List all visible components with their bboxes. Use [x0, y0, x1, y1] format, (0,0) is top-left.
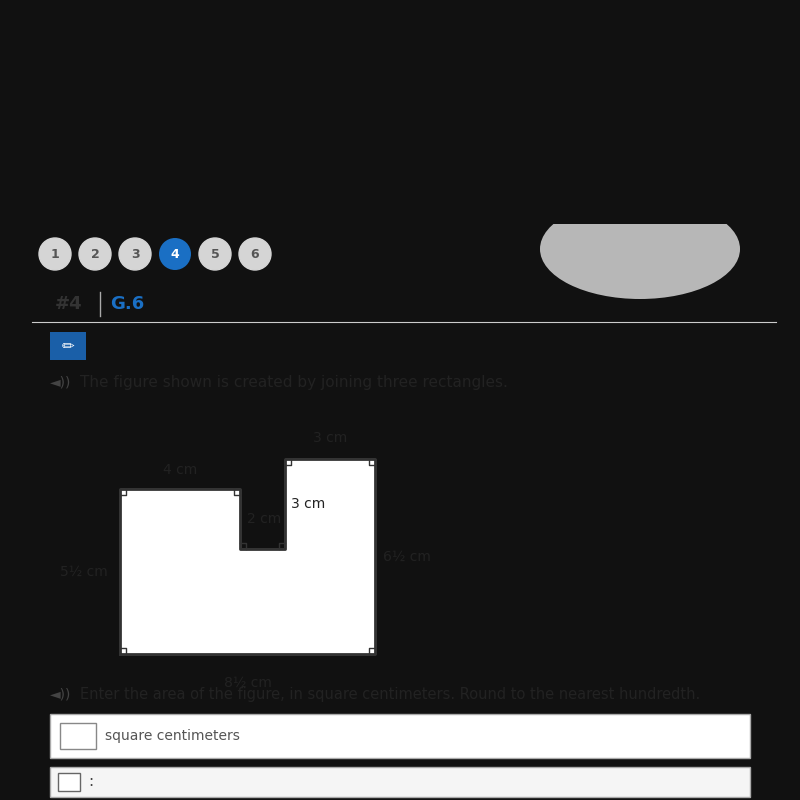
Text: 1: 1 — [50, 247, 59, 261]
Text: 2: 2 — [90, 247, 99, 261]
FancyBboxPatch shape — [50, 767, 750, 797]
FancyBboxPatch shape — [60, 723, 96, 749]
Text: The figure shown is created by joining three rectangles.: The figure shown is created by joining t… — [80, 374, 508, 390]
Text: 3 cm: 3 cm — [313, 431, 347, 445]
Text: ◄)): ◄)) — [50, 687, 71, 701]
Text: 5: 5 — [210, 247, 219, 261]
Circle shape — [79, 238, 111, 270]
Text: 8½ cm: 8½ cm — [223, 676, 271, 690]
Text: ◄)): ◄)) — [50, 375, 71, 389]
Circle shape — [39, 238, 71, 270]
Text: #4: #4 — [55, 295, 82, 313]
Text: ✏: ✏ — [62, 338, 74, 354]
Text: 5½ cm: 5½ cm — [60, 565, 108, 578]
Text: 3 cm: 3 cm — [291, 497, 326, 511]
FancyBboxPatch shape — [50, 332, 86, 360]
Text: 4 cm: 4 cm — [163, 463, 197, 477]
Text: 4: 4 — [170, 247, 179, 261]
Text: 6½ cm: 6½ cm — [383, 550, 431, 563]
Circle shape — [199, 238, 231, 270]
Polygon shape — [120, 459, 375, 654]
Text: 6: 6 — [250, 247, 259, 261]
Text: 2 cm: 2 cm — [247, 512, 282, 526]
Circle shape — [119, 238, 151, 270]
FancyBboxPatch shape — [58, 773, 80, 791]
Ellipse shape — [540, 199, 740, 299]
Text: :: : — [88, 774, 93, 790]
Circle shape — [239, 238, 271, 270]
Circle shape — [159, 238, 191, 270]
Text: Enter the area of the figure, in square centimeters. Round to the nearest hundre: Enter the area of the figure, in square … — [80, 686, 700, 702]
Text: square centimeters: square centimeters — [105, 729, 240, 743]
Text: 3: 3 — [130, 247, 139, 261]
FancyBboxPatch shape — [50, 714, 750, 758]
Text: G.6: G.6 — [110, 295, 144, 313]
